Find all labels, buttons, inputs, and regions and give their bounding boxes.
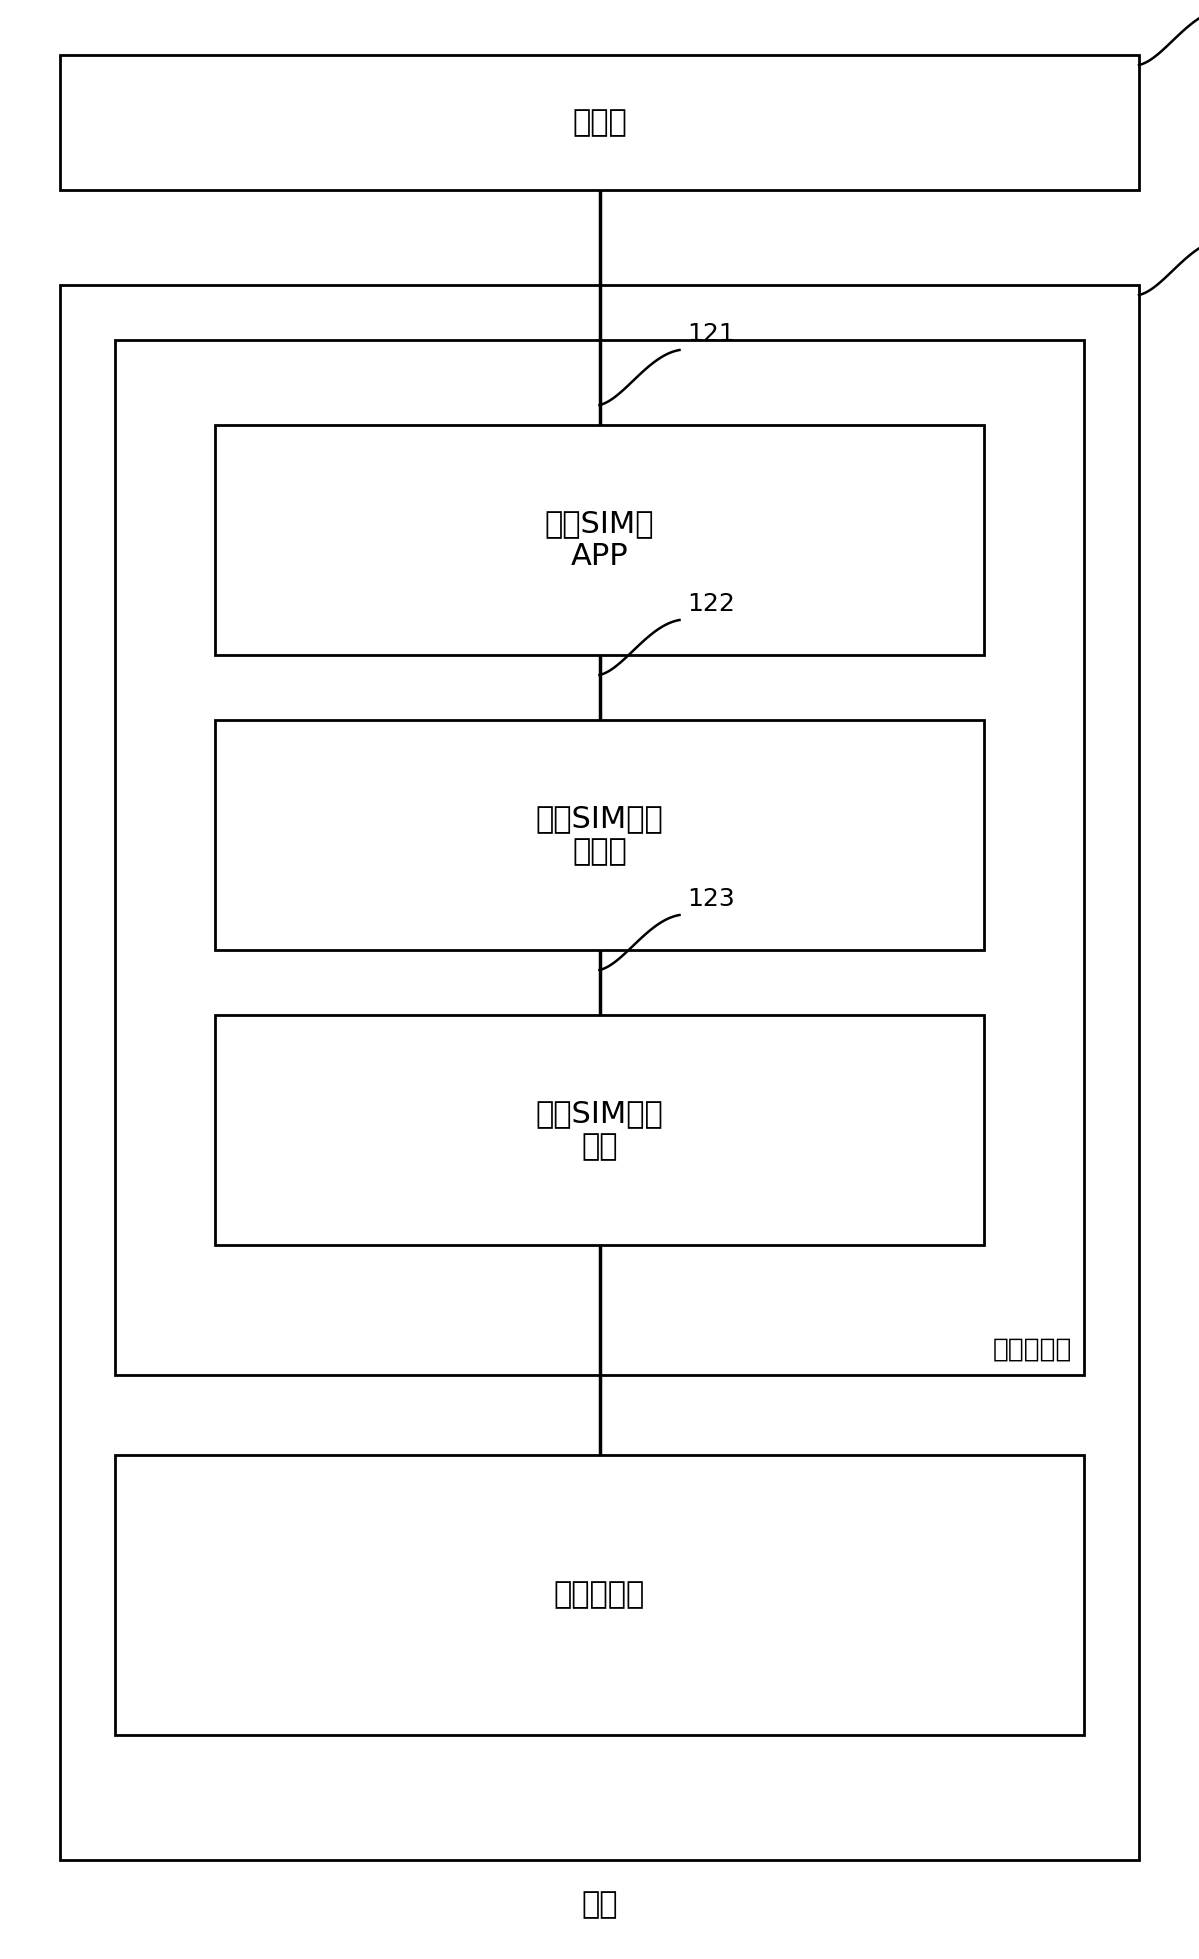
Text: 终端: 终端 xyxy=(582,1890,617,1920)
Text: 虚拟SIM卡适
配层: 虚拟SIM卡适 配层 xyxy=(536,1099,663,1162)
Bar xyxy=(215,1015,984,1246)
Bar xyxy=(215,425,984,654)
Text: 122: 122 xyxy=(687,592,735,615)
Text: 应用处理器: 应用处理器 xyxy=(993,1336,1072,1363)
Bar xyxy=(115,1456,1084,1736)
Bar xyxy=(60,55,1139,190)
Bar xyxy=(215,721,984,950)
Bar xyxy=(115,341,1084,1375)
Text: 基带处理器: 基带处理器 xyxy=(554,1581,645,1610)
Bar xyxy=(60,284,1139,1859)
Text: 服务器: 服务器 xyxy=(572,108,627,137)
Text: 123: 123 xyxy=(687,887,735,911)
Text: 121: 121 xyxy=(687,321,735,347)
Text: 虚拟SIM卡
APP: 虚拟SIM卡 APP xyxy=(544,509,655,572)
Text: 虚拟SIM卡操
作系统: 虚拟SIM卡操 作系统 xyxy=(536,803,663,866)
